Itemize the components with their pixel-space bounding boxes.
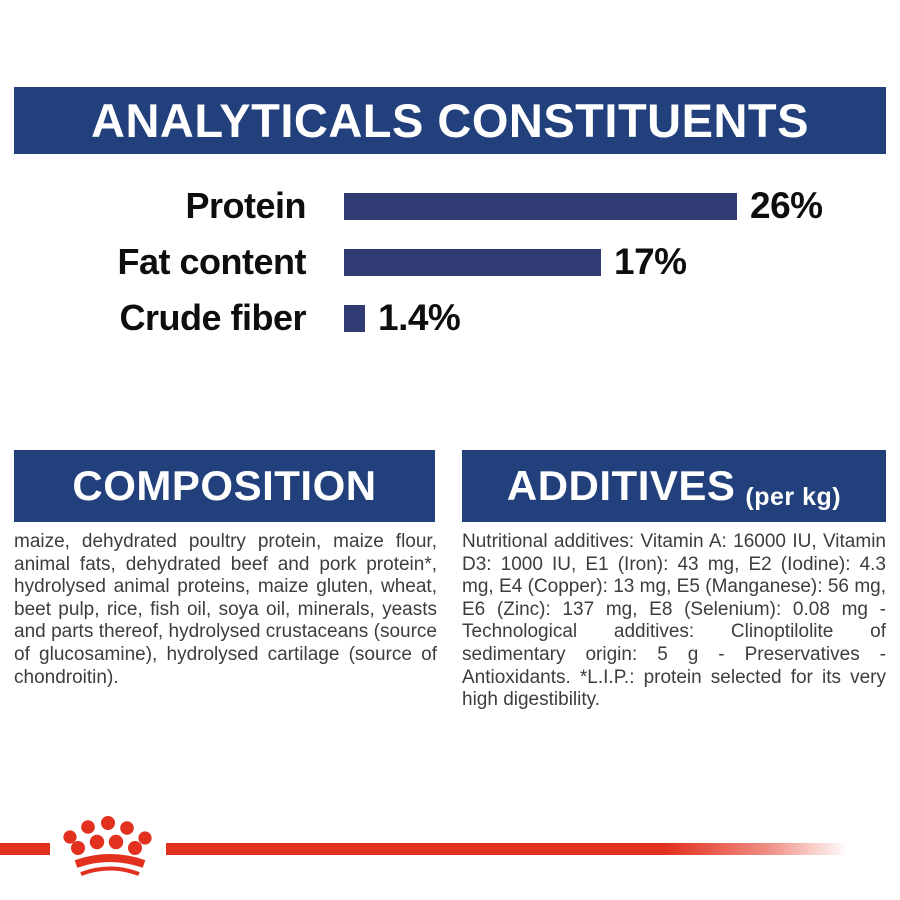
chart-row: Crude fiber 1.4% xyxy=(0,290,900,346)
bar-value: 26% xyxy=(750,185,823,226)
chart-row: Fat content 17% xyxy=(0,234,900,290)
crown-dots xyxy=(63,816,152,855)
composition-title: COMPOSITION xyxy=(72,462,377,509)
bar-label: Crude fiber xyxy=(119,297,306,338)
composition-banner: COMPOSITION xyxy=(14,450,435,522)
bar-value: 1.4% xyxy=(378,297,461,338)
footer-red-line-left xyxy=(0,843,50,855)
analytical-constituents-banner: ANALYTICALS CONSTITUENTS xyxy=(14,87,886,154)
additives-banner: ADDITIVES (per kg) xyxy=(462,450,886,522)
composition-text: maize, dehydrated poultry protein, maize… xyxy=(14,531,437,688)
royal-canin-crown-icon xyxy=(63,816,152,876)
bar-chart: Protein 26% Fat content 17% Crude fiber 1.4% xyxy=(0,178,900,346)
bar xyxy=(344,304,365,332)
additives-title: ADDITIVES xyxy=(506,462,736,509)
bar xyxy=(344,192,737,220)
bar xyxy=(344,248,601,276)
additives-text: Nutritional additives: Vitamin A: 16000 … xyxy=(462,531,886,711)
additives-per-kg-label: (per kg) xyxy=(745,483,842,511)
bar-label: Fat content xyxy=(117,241,307,282)
footer-red-line-right xyxy=(166,843,900,855)
bar-label: Protein xyxy=(185,185,306,226)
bar-value: 17% xyxy=(614,241,687,282)
chart-row: Protein 26% xyxy=(0,178,900,234)
crown-base-arcs xyxy=(74,854,146,876)
analytical-constituents-title: ANALYTICALS CONSTITUENTS xyxy=(91,94,809,147)
